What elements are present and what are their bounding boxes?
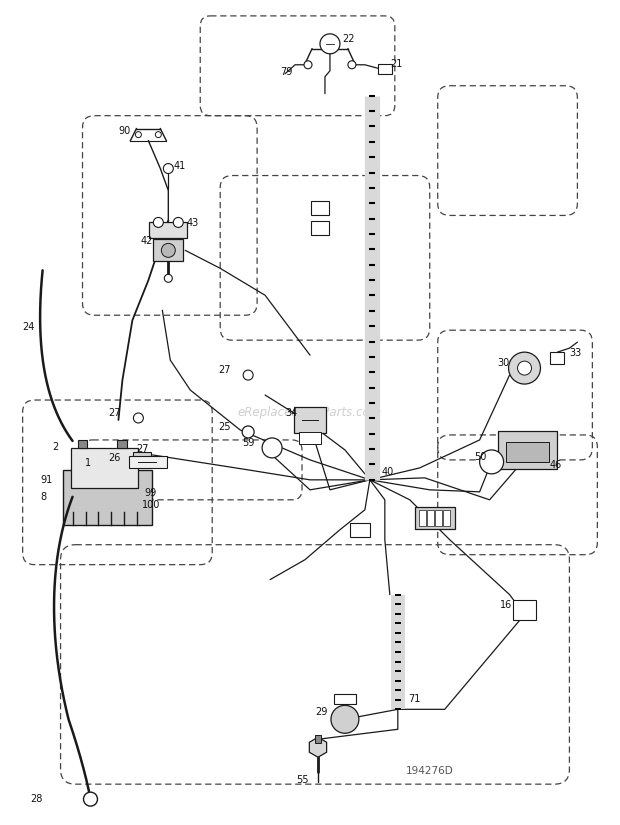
Text: 16: 16	[500, 600, 512, 610]
Text: 43: 43	[186, 219, 198, 229]
Bar	[435, 510, 442, 526]
Bar	[299, 432, 321, 444]
Text: 46: 46	[549, 460, 562, 470]
Text: 100: 100	[143, 500, 161, 510]
Bar	[149, 223, 187, 238]
Text: 40: 40	[382, 467, 394, 477]
Bar	[311, 201, 329, 215]
Text: 41: 41	[174, 161, 185, 171]
Bar	[311, 221, 329, 235]
Text: 91: 91	[40, 475, 53, 485]
Circle shape	[348, 61, 356, 68]
Text: 42: 42	[140, 237, 153, 247]
Polygon shape	[309, 738, 327, 757]
Text: 27: 27	[218, 365, 231, 375]
Text: 26: 26	[108, 453, 121, 463]
Circle shape	[304, 61, 312, 68]
Text: 24: 24	[23, 323, 35, 332]
Bar	[63, 470, 153, 525]
Bar	[294, 407, 326, 433]
Text: 22: 22	[342, 34, 355, 44]
Text: 27: 27	[108, 408, 121, 418]
Bar	[71, 448, 138, 488]
Circle shape	[174, 218, 184, 228]
Bar	[498, 431, 557, 469]
Circle shape	[156, 132, 161, 138]
Circle shape	[133, 413, 143, 423]
Text: 21: 21	[390, 59, 402, 68]
Text: 29: 29	[315, 707, 327, 718]
Bar	[419, 510, 426, 526]
Bar	[315, 735, 321, 743]
Text: 25: 25	[218, 422, 231, 432]
Circle shape	[161, 243, 175, 257]
Text: eReplacementParts.com: eReplacementParts.com	[238, 406, 382, 418]
Circle shape	[518, 361, 531, 375]
Bar	[427, 510, 434, 526]
Bar	[415, 507, 454, 529]
Bar	[551, 352, 564, 364]
Text: 99: 99	[144, 488, 157, 497]
Bar	[130, 456, 167, 468]
Text: 59: 59	[242, 438, 255, 448]
Bar	[443, 510, 450, 526]
Circle shape	[84, 792, 97, 806]
Circle shape	[243, 370, 253, 380]
Text: 79: 79	[280, 67, 293, 77]
Text: 55: 55	[296, 776, 309, 785]
Bar	[153, 239, 184, 262]
Text: 33: 33	[569, 348, 582, 358]
Circle shape	[262, 438, 282, 458]
Bar	[133, 452, 151, 464]
Bar	[117, 440, 127, 448]
Text: 71: 71	[408, 695, 420, 705]
Text: 34: 34	[285, 408, 298, 418]
Circle shape	[508, 352, 541, 384]
Circle shape	[164, 274, 172, 282]
Text: 8: 8	[40, 492, 46, 502]
Text: 27: 27	[136, 444, 149, 454]
Circle shape	[480, 450, 503, 474]
Circle shape	[135, 132, 141, 138]
Bar	[378, 64, 392, 73]
Circle shape	[163, 163, 174, 173]
Text: 30: 30	[498, 358, 510, 368]
Text: 90: 90	[118, 125, 131, 135]
Circle shape	[320, 34, 340, 54]
Text: 28: 28	[30, 794, 43, 804]
Bar	[505, 442, 549, 462]
Bar	[78, 440, 87, 448]
Text: 1: 1	[84, 458, 91, 468]
Text: 2: 2	[53, 442, 59, 452]
Text: 50: 50	[475, 452, 487, 462]
Circle shape	[242, 426, 254, 438]
Circle shape	[153, 218, 163, 228]
Bar	[350, 523, 370, 537]
Text: 194276D: 194276D	[406, 766, 454, 776]
Circle shape	[331, 705, 359, 733]
Bar	[513, 600, 536, 620]
Bar	[334, 695, 356, 705]
